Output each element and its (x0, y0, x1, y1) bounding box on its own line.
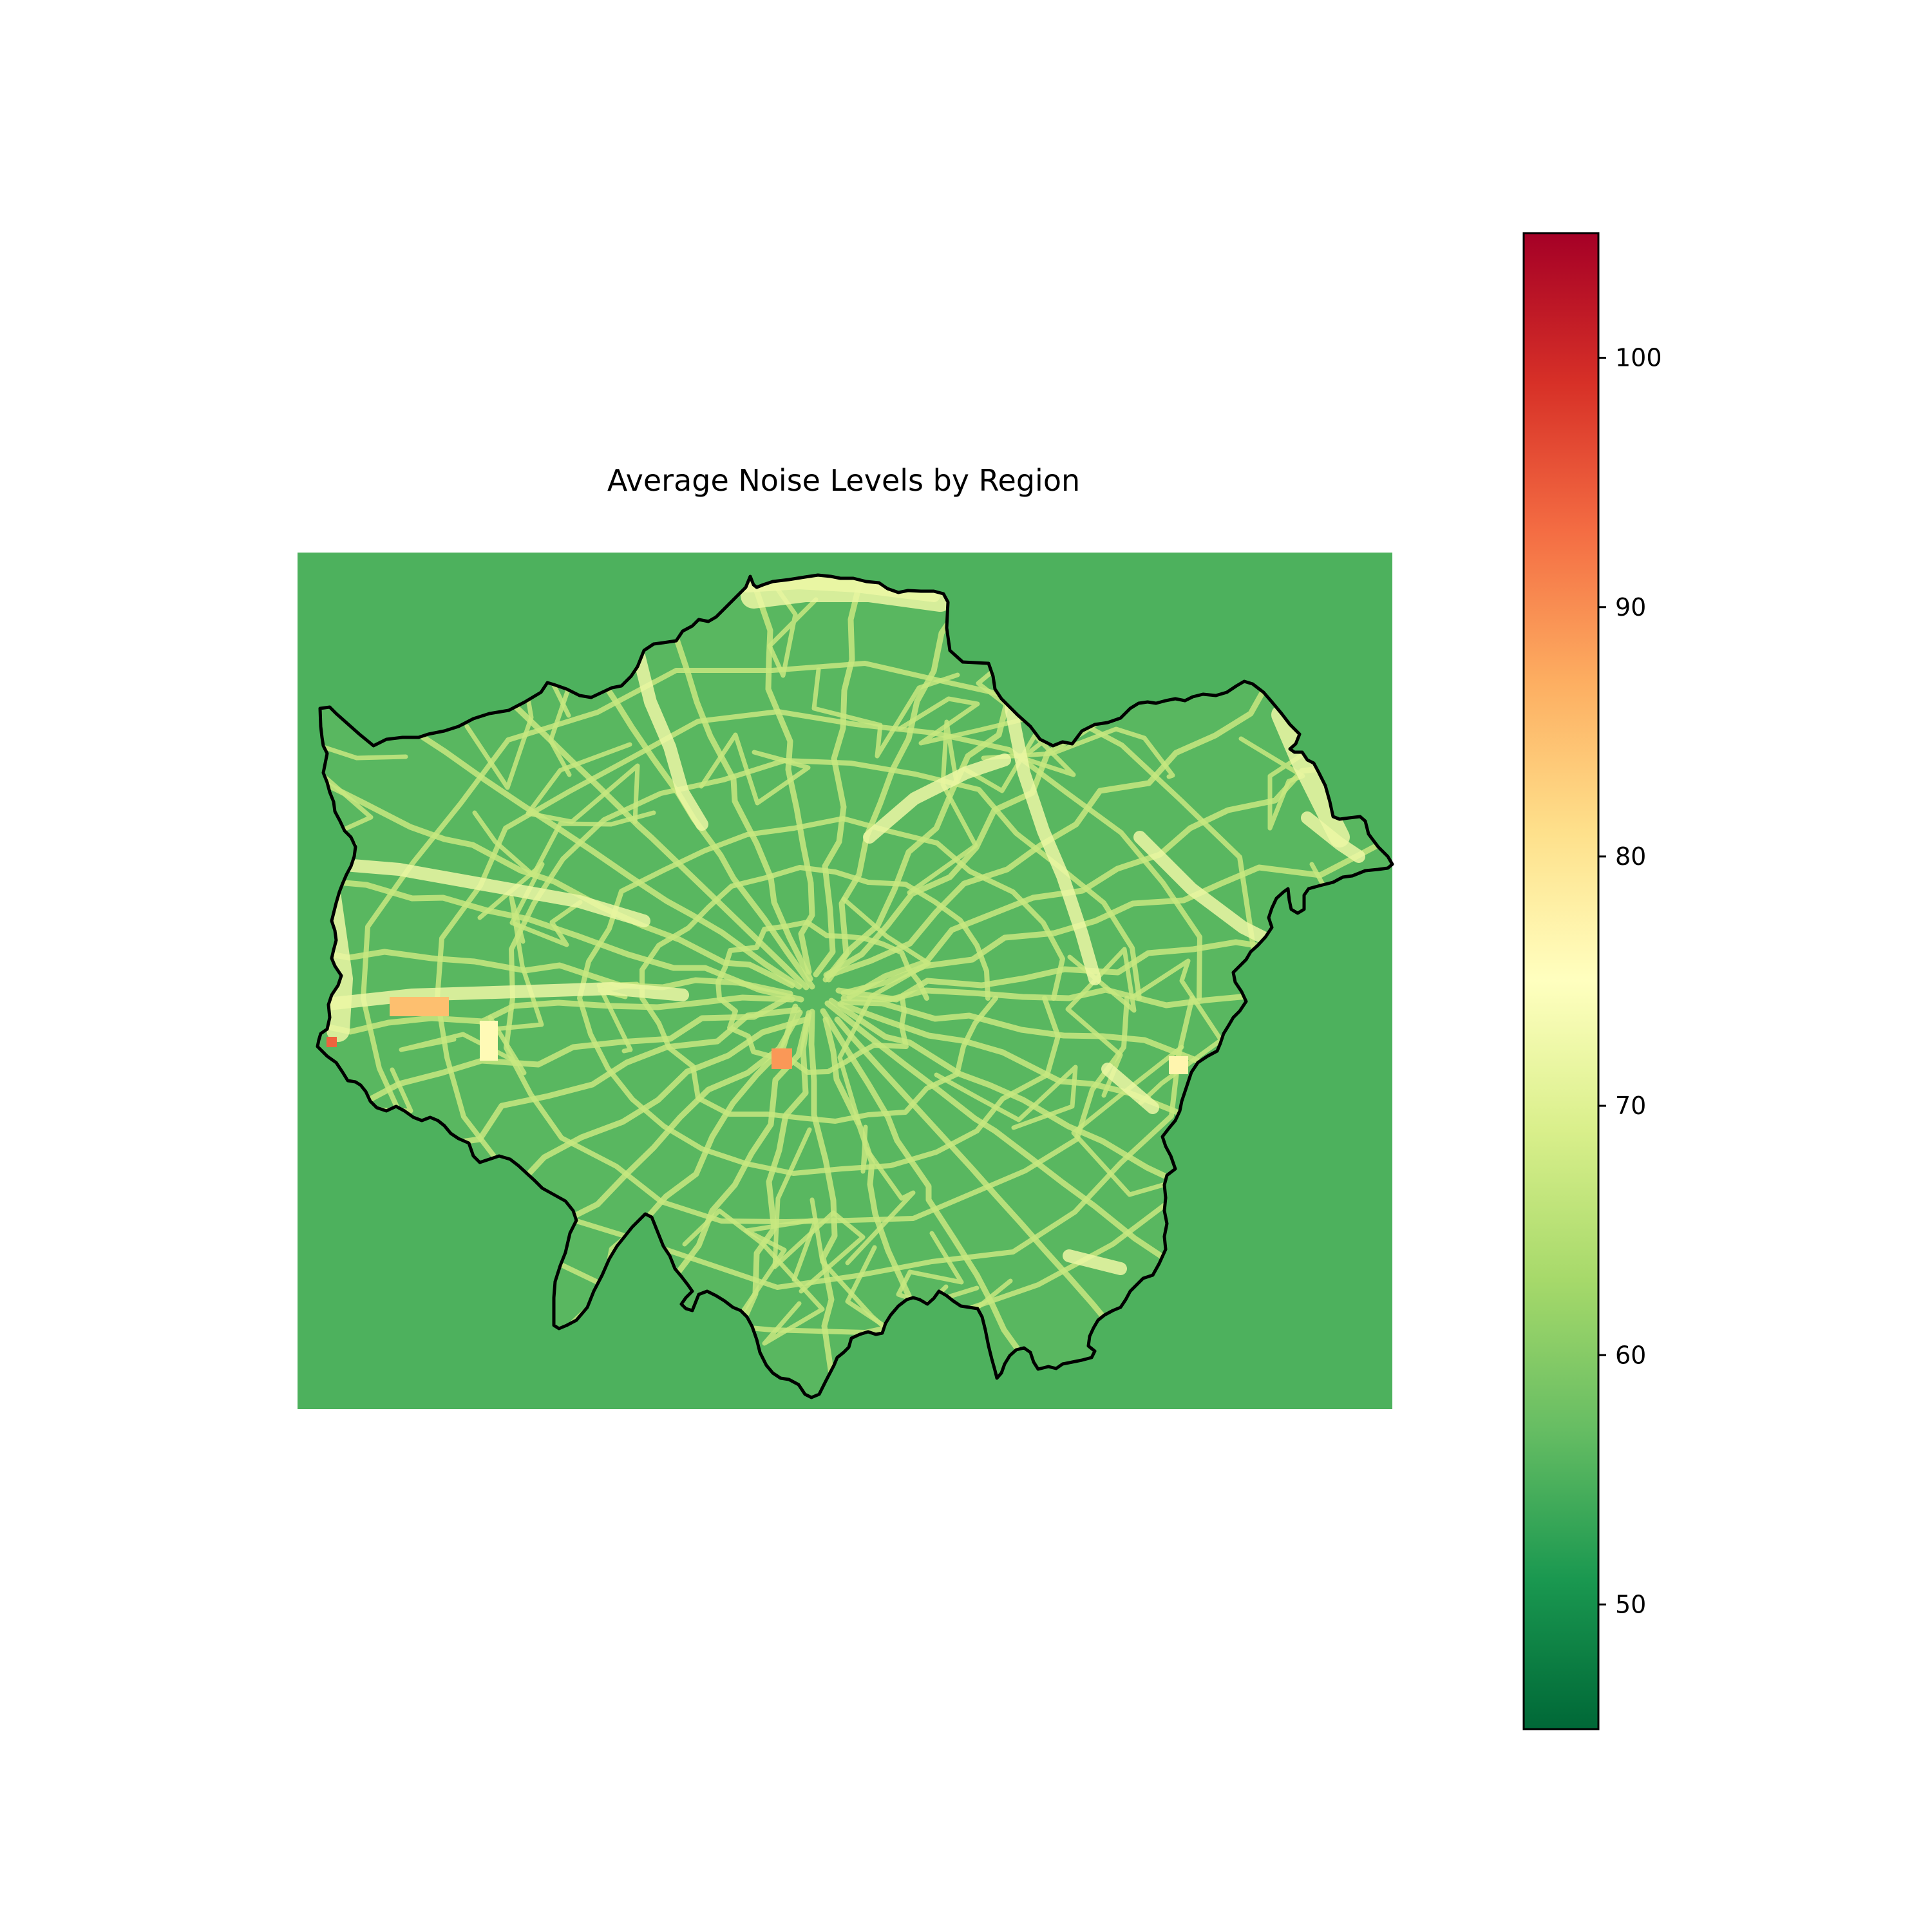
ring-road (715, 920, 929, 1075)
colorbar-tick-label: 70 (1615, 1092, 1646, 1120)
minor-road (846, 762, 1357, 1000)
local-road (526, 742, 640, 824)
local-road (682, 1208, 825, 1346)
london-boundary (316, 573, 1394, 1399)
west-edge-hotspot (327, 1037, 337, 1047)
west-hotspot (390, 997, 449, 1016)
local-road (699, 732, 811, 806)
major-road (631, 644, 708, 831)
local-road (1238, 736, 1329, 831)
chart-title: Average Noise Levels by Region (607, 463, 1080, 498)
colorbar-tick-label: 80 (1615, 842, 1646, 871)
local-road (317, 660, 374, 850)
local-road (837, 896, 931, 1126)
east-fringe (1271, 705, 1350, 848)
local-road (845, 1124, 916, 1265)
major-road (317, 982, 689, 1011)
minor-road (317, 994, 795, 1035)
local-road (1130, 958, 1224, 1105)
colorbar-tick-label: 100 (1615, 344, 1662, 372)
local-road (934, 1065, 1078, 1130)
north-fringe (741, 576, 953, 612)
minor-road (317, 936, 793, 997)
colorbar: 50 60 70 80 90 100 (1522, 232, 1662, 1730)
local-road (761, 575, 819, 678)
colorbar-ticks: 50 60 70 80 90 100 (1598, 344, 1662, 1618)
colorbar-tick-label: 60 (1615, 1341, 1646, 1369)
colorbar-tick-label: 50 (1615, 1590, 1646, 1618)
major-road (1133, 831, 1288, 953)
local-road (898, 696, 1029, 746)
major-road (863, 753, 1011, 844)
minor-road (808, 1009, 840, 1397)
central-hotspot (772, 1048, 792, 1069)
map-area (298, 553, 1394, 1409)
local-road (811, 667, 960, 759)
ring-road (639, 865, 998, 1124)
hotspots (327, 997, 1188, 1074)
minor-road (840, 835, 1392, 996)
major-road (317, 857, 650, 927)
major-roads (317, 576, 1365, 1275)
major-road (1005, 702, 1101, 985)
local-road (981, 726, 1175, 779)
colorbar-gradient (1522, 232, 1600, 1730)
local-road (472, 810, 656, 878)
local-road (772, 1127, 866, 1294)
major-road (1101, 1063, 1159, 1114)
minor-road (824, 674, 1274, 979)
west-light-block (480, 1021, 498, 1061)
colorbar-tick-label: 90 (1615, 593, 1646, 621)
east-light-block (1169, 1056, 1188, 1074)
local-road (907, 719, 978, 895)
major-road (1063, 1249, 1127, 1275)
ring-road (577, 816, 1065, 1176)
local-road (477, 862, 583, 947)
